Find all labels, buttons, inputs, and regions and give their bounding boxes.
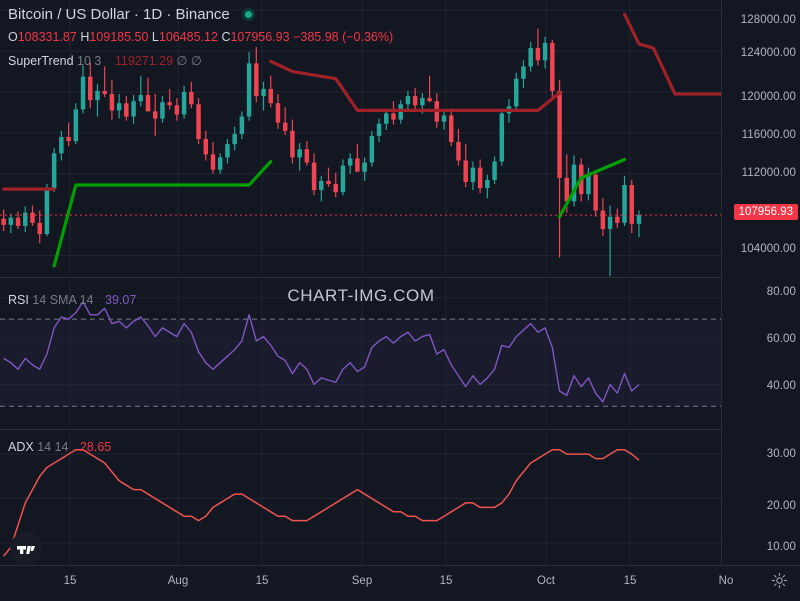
ohlc-legend: O108331.87 H109185.50 L106485.12 C107956… <box>8 30 393 44</box>
open-label: O <box>8 30 18 44</box>
rsi-length: 14 <box>32 293 47 307</box>
time-tick: Aug <box>167 575 189 587</box>
adx-value: 28.65 <box>79 440 112 454</box>
rsi-pane[interactable] <box>0 280 722 428</box>
change-value: −385.98 <box>293 30 339 44</box>
price-tick: 128000.00 <box>740 14 796 26</box>
supertrend-value: 119271.29 <box>114 54 174 68</box>
time-axis[interactable]: 15 Aug 15 Sep 15 Oct 15 No <box>0 565 800 601</box>
change-percent: (−0.36%) <box>342 30 394 44</box>
rsi-value: 39.07 <box>105 293 137 307</box>
gear-icon[interactable] <box>771 572 788 589</box>
watermark: CHART-IMG.COM <box>287 286 435 305</box>
adx-legend[interactable]: ADX 14 14 28.65 <box>8 440 111 454</box>
rsi-tick: 40.00 <box>766 380 796 392</box>
supertrend-legend[interactable]: SuperTrend 10 3 119271.29 ∅ ∅ <box>8 53 202 68</box>
price-axis[interactable]: 128000.00 124000.00 120000.00 116000.00 … <box>721 0 800 565</box>
adx-length: 14 <box>37 440 52 454</box>
rsi-legend[interactable]: RSI 14 SMA 14 39.07 <box>8 293 136 307</box>
current-price-badge: 107956.93 <box>733 204 798 220</box>
adx-tick: 10.00 <box>766 541 796 553</box>
pane-separator-2 <box>0 429 800 430</box>
close-label: C <box>221 30 231 44</box>
time-tick: Oct <box>537 575 555 587</box>
adx-smoothing: 14 <box>54 440 69 454</box>
time-tick: 15 <box>623 575 637 587</box>
rsi-sma-length: 14 <box>79 293 94 307</box>
pane-separator-1 <box>0 277 800 278</box>
high-value: 109185.50 <box>89 30 149 44</box>
rsi-tick: 60.00 <box>766 333 796 345</box>
supertrend-name: SuperTrend <box>8 54 74 68</box>
price-tick: 120000.00 <box>740 91 796 103</box>
supertrend-param-2: 3 <box>94 54 102 68</box>
price-tick: 112000.00 <box>741 167 796 179</box>
time-tick: 15 <box>63 575 77 587</box>
adx-pane[interactable] <box>0 432 722 565</box>
candlestick-plot <box>0 0 722 276</box>
time-tick: 15 <box>439 575 453 587</box>
price-tick: 104000.00 <box>740 243 796 255</box>
adx-tick: 20.00 <box>766 500 796 512</box>
rsi-tick: 80.00 <box>766 286 796 298</box>
adx-tick: 30.00 <box>766 448 796 460</box>
time-tick: Sep <box>351 575 373 587</box>
supertrend-na-1-icon: ∅ <box>176 54 188 68</box>
chart-title-legend[interactable]: Bitcoin / US Dollar · 1D · Binance <box>8 6 255 23</box>
rsi-name: RSI <box>8 293 29 307</box>
rsi-plot <box>0 280 722 428</box>
low-label: L <box>151 30 159 44</box>
price-pane[interactable] <box>0 0 722 276</box>
open-value: 108331.87 <box>17 30 77 44</box>
tradingview-logo-icon[interactable] <box>10 532 43 565</box>
price-tick: 124000.00 <box>740 47 796 59</box>
time-tick: 15 <box>255 575 269 587</box>
time-tick: No <box>718 575 734 587</box>
price-tick: 116000.00 <box>741 129 796 141</box>
page-title: Bitcoin / US Dollar · 1D · Binance <box>8 6 230 23</box>
supertrend-na-2-icon: ∅ <box>190 54 202 68</box>
supertrend-param-1: 10 <box>77 54 91 68</box>
rsi-sma-label: SMA <box>49 293 77 307</box>
adx-name: ADX <box>8 440 34 454</box>
adx-plot <box>0 432 722 565</box>
market-open-dot <box>241 8 255 21</box>
close-value: 107956.93 <box>230 30 290 44</box>
high-label: H <box>80 30 90 44</box>
low-value: 106485.12 <box>158 30 218 44</box>
